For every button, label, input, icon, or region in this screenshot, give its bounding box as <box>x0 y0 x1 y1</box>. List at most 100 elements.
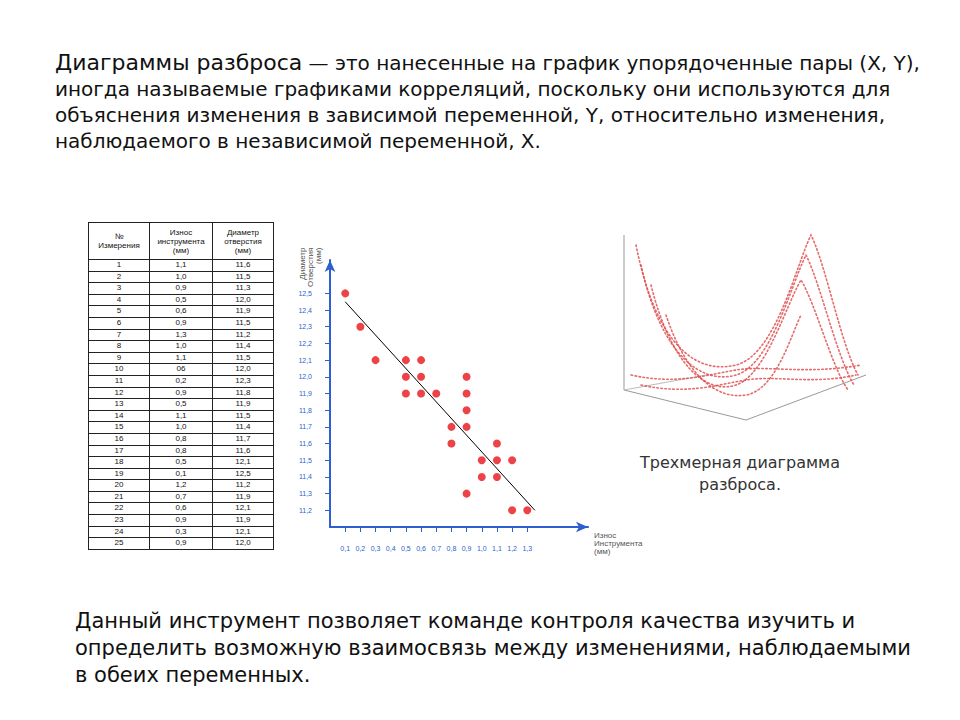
html-text:21: 21 <box>114 491 124 501</box>
svg-text:0,5: 0,5 <box>401 545 411 552</box>
html-text:инструмента: инструмента <box>157 236 205 246</box>
html-text:12,5: 12,5 <box>235 468 251 478</box>
html-text:1,2: 1,2 <box>175 480 187 490</box>
svg-text:0,3: 0,3 <box>371 545 381 552</box>
html-text:06: 06 <box>176 364 186 374</box>
html-text:18: 18 <box>114 457 124 467</box>
svg-text:12,3: 12,3 <box>298 323 312 330</box>
svg-text:12,0: 12,0 <box>298 373 312 380</box>
html-text:0,9: 0,9 <box>175 515 187 525</box>
html-text:12,1: 12,1 <box>235 503 251 513</box>
html-text:16: 16 <box>114 433 124 443</box>
html-text:11,9: 11,9 <box>235 399 251 409</box>
svg-text:12,1: 12,1 <box>298 357 312 364</box>
svg-text:0,1: 0,1 <box>340 545 350 552</box>
html-text:(мм): (мм) <box>172 245 190 255</box>
svg-text:1,1: 1,1 <box>492 545 502 552</box>
html-text:0,9: 0,9 <box>175 538 187 548</box>
html-text:10: 10 <box>114 364 124 374</box>
html-text:11,9: 11,9 <box>235 306 251 316</box>
html-text:Диаграммы разброса — это нанес: Диаграммы разброса — это нанесенные на г… <box>55 50 920 153</box>
svg-text:11,5: 11,5 <box>299 457 312 464</box>
html-text:20: 20 <box>114 480 124 490</box>
html-text:12,0: 12,0 <box>235 538 251 548</box>
html-text:0,9: 0,9 <box>175 283 187 293</box>
html-text:11,9: 11,9 <box>235 491 251 501</box>
html-text:отверстия: отверстия <box>224 236 262 246</box>
html-text:1,0: 1,0 <box>175 341 187 351</box>
html-text:17: 17 <box>114 445 124 455</box>
html-text:15: 15 <box>114 422 124 432</box>
html-text:1,1: 1,1 <box>175 410 187 420</box>
svg-text:(мм): (мм) <box>314 247 323 264</box>
html-text:0,8: 0,8 <box>175 445 187 455</box>
html-text:1,0: 1,0 <box>175 271 187 281</box>
html-text:11,2: 11,2 <box>235 329 251 339</box>
html-text:11,7: 11,7 <box>235 433 251 443</box>
svg-text:11,9: 11,9 <box>299 390 312 397</box>
html-text:12,1: 12,1 <box>235 457 251 467</box>
html-text:1,3: 1,3 <box>175 329 187 339</box>
html-text:(мм): (мм) <box>234 245 252 255</box>
html-text:0,6: 0,6 <box>175 503 187 513</box>
html-text:12: 12 <box>114 387 124 397</box>
html-text:11,5: 11,5 <box>235 352 251 362</box>
svg-text:1,0: 1,0 <box>477 545 487 552</box>
html-text:0,5: 0,5 <box>175 457 187 467</box>
svg-text:11,3: 11,3 <box>299 490 312 497</box>
svg-text:0,8: 0,8 <box>447 545 457 552</box>
html-text:11,2: 11,2 <box>235 480 251 490</box>
svg-text:11,2: 11,2 <box>299 507 312 514</box>
html-text:0,7: 0,7 <box>175 491 187 501</box>
html-text:11,3: 11,3 <box>235 283 251 293</box>
svg-text:11,6: 11,6 <box>299 440 312 447</box>
html-text:0,6: 0,6 <box>175 306 187 316</box>
html-text:22: 22 <box>114 503 124 513</box>
html-text:11: 11 <box>114 375 124 385</box>
html-text:0,2: 0,2 <box>175 375 187 385</box>
html-text:11,9: 11,9 <box>235 515 251 525</box>
html-text:11,5: 11,5 <box>235 271 251 281</box>
html-text:12,0: 12,0 <box>235 294 251 304</box>
svg-text:0,4: 0,4 <box>386 545 396 552</box>
html-text:0,9: 0,9 <box>175 387 187 397</box>
svg-text:(мм): (мм) <box>594 547 611 556</box>
html-text:Диаметр: Диаметр <box>226 227 260 237</box>
html-text:12,1: 12,1 <box>235 526 251 536</box>
html-text:19: 19 <box>114 468 124 478</box>
html-text:1,0: 1,0 <box>175 422 187 432</box>
html-text:0,1: 0,1 <box>175 468 187 478</box>
html-text:11,6: 11,6 <box>235 445 251 455</box>
svg-text:0,2: 0,2 <box>355 545 365 552</box>
svg-text:1,2: 1,2 <box>507 545 517 552</box>
html-text:23: 23 <box>114 515 124 525</box>
html-text:24: 24 <box>114 526 124 536</box>
svg-text:12,2: 12,2 <box>298 340 312 347</box>
svg-text:1,3: 1,3 <box>522 545 532 552</box>
html-text:11,4: 11,4 <box>235 341 251 351</box>
svg-text:0,7: 0,7 <box>431 545 441 552</box>
html-text:Данный инструмент позволяет ко: Данный инструмент позволяет команде конт… <box>75 609 911 687</box>
html-text:Износ: Износ <box>169 227 193 237</box>
svg-text:11,4: 11,4 <box>299 473 312 480</box>
svg-text:0,9: 0,9 <box>462 545 472 552</box>
html-text:0,3: 0,3 <box>175 526 187 536</box>
html-text:0,5: 0,5 <box>175 399 187 409</box>
html-text:14: 14 <box>114 410 124 420</box>
html-text:12,3: 12,3 <box>235 375 251 385</box>
html-text:11,5: 11,5 <box>235 410 251 420</box>
html-text:11,8: 11,8 <box>235 387 251 397</box>
html-text:0,8: 0,8 <box>175 433 187 443</box>
html-text:11,4: 11,4 <box>235 422 251 432</box>
svg-text:11,7: 11,7 <box>299 423 312 430</box>
html-text:13: 13 <box>114 399 124 409</box>
svg-text:0,6: 0,6 <box>416 545 426 552</box>
svg-text:12,4: 12,4 <box>298 307 312 314</box>
html-text:12,0: 12,0 <box>235 364 251 374</box>
svg-text:12,5: 12,5 <box>298 290 312 297</box>
html-text:1,1: 1,1 <box>175 352 187 362</box>
html-text:25: 25 <box>114 538 124 548</box>
html-text:0,5: 0,5 <box>175 294 187 304</box>
html-text:Трехмерная диаграмма разброса.: Трехмерная диаграмма разброса. <box>640 453 840 494</box>
svg-text:11,8: 11,8 <box>299 407 312 414</box>
